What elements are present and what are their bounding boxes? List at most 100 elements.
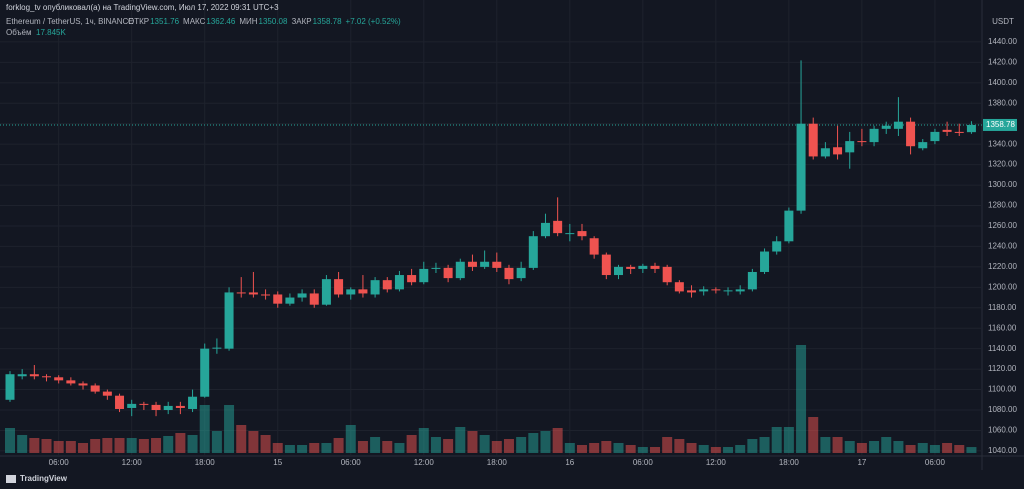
volume-bar bbox=[869, 441, 880, 453]
volume-bar bbox=[297, 445, 308, 453]
candle-body bbox=[857, 141, 867, 143]
candle-body bbox=[17, 374, 27, 377]
candle-body bbox=[443, 267, 453, 279]
candle-body bbox=[553, 220, 563, 234]
volume-bar bbox=[199, 405, 210, 453]
candle-body bbox=[78, 383, 88, 386]
volume-bar bbox=[78, 443, 89, 453]
last-price-label: 1358.78 bbox=[986, 120, 1015, 129]
candle-body bbox=[102, 391, 112, 396]
candle-body bbox=[261, 294, 271, 296]
volume-bar bbox=[90, 439, 101, 453]
volume-bar bbox=[917, 443, 928, 453]
last-price-box bbox=[983, 118, 1017, 131]
volume-bar bbox=[662, 437, 673, 453]
candle-body bbox=[772, 241, 782, 252]
candle-body bbox=[687, 290, 697, 293]
volume-bar bbox=[394, 443, 405, 453]
candle-body bbox=[504, 267, 514, 280]
volume-bar bbox=[321, 443, 332, 453]
candle-body bbox=[492, 261, 502, 268]
volume-bar bbox=[345, 425, 356, 453]
candle-body bbox=[650, 265, 660, 269]
candle-body bbox=[711, 289, 721, 291]
publisher: forklog_tv опубликовал(а) на TradingView… bbox=[6, 3, 279, 12]
y-tick-label: 1300.00 bbox=[988, 180, 1017, 189]
candle-body bbox=[29, 374, 39, 377]
candle-body bbox=[188, 396, 198, 409]
x-tick-label: 06:00 bbox=[49, 458, 70, 467]
volume-bar bbox=[747, 439, 758, 453]
y-tick-label: 1260.00 bbox=[988, 221, 1017, 230]
x-tick-label: 06:00 bbox=[341, 458, 362, 467]
candle-body bbox=[346, 289, 356, 295]
candle-body bbox=[954, 131, 964, 133]
volume-bar bbox=[564, 443, 575, 453]
volume-bar bbox=[503, 439, 514, 453]
candle-body bbox=[906, 121, 916, 147]
candle-body bbox=[516, 267, 526, 279]
y-tick-label: 1340.00 bbox=[988, 139, 1017, 148]
candle-body bbox=[273, 294, 283, 304]
volume-bar bbox=[674, 439, 685, 453]
x-tick-label: 18:00 bbox=[487, 458, 508, 467]
candle-body bbox=[127, 403, 137, 408]
volume-bar bbox=[163, 436, 174, 453]
volume-bar bbox=[333, 438, 344, 453]
volume-bar bbox=[929, 445, 940, 453]
candle-body bbox=[212, 347, 222, 349]
volume-bar bbox=[613, 443, 624, 453]
volume-bar bbox=[540, 431, 551, 453]
candle-body bbox=[918, 142, 928, 149]
candle-body bbox=[297, 293, 307, 298]
candle-body bbox=[845, 141, 855, 153]
volume-bar bbox=[686, 443, 697, 453]
candle-body bbox=[467, 261, 477, 267]
x-tick-label: 06:00 bbox=[925, 458, 946, 467]
volume-bar bbox=[942, 443, 953, 453]
y-tick-label: 1040.00 bbox=[988, 446, 1017, 455]
volume-bar bbox=[881, 437, 892, 453]
volume-bar bbox=[893, 441, 904, 453]
volume-bar bbox=[17, 435, 28, 453]
volume-bar bbox=[954, 445, 965, 453]
volume-bar bbox=[309, 443, 320, 453]
legend-label: ОТКР bbox=[128, 17, 149, 26]
volume-bar bbox=[114, 438, 125, 453]
candle-body bbox=[833, 147, 843, 155]
volume-bar bbox=[625, 445, 636, 453]
volume-bar bbox=[576, 445, 587, 453]
volume-bar bbox=[406, 435, 417, 453]
volume-bar bbox=[284, 445, 295, 453]
volume-bar bbox=[808, 417, 819, 453]
volume-bar bbox=[637, 447, 648, 453]
candle-body bbox=[869, 128, 879, 143]
y-tick-label: 1120.00 bbox=[988, 364, 1017, 373]
candle-body bbox=[565, 233, 575, 235]
candle-body bbox=[90, 385, 100, 392]
candle-body bbox=[528, 236, 538, 268]
volume-bar bbox=[236, 425, 247, 453]
legend-label: МИН bbox=[239, 17, 257, 26]
candle-body bbox=[151, 404, 161, 411]
x-tick-label: 12:00 bbox=[706, 458, 727, 467]
volume-bar bbox=[187, 435, 198, 453]
candle-body bbox=[382, 280, 392, 290]
volume-bar bbox=[844, 441, 855, 453]
volume-value: 17.845K bbox=[36, 28, 66, 37]
volume-bar bbox=[966, 447, 977, 453]
x-tick-label: 12:00 bbox=[414, 458, 435, 467]
candle-body bbox=[200, 348, 210, 397]
x-tick-label: 06:00 bbox=[633, 458, 654, 467]
candle-body bbox=[614, 266, 623, 276]
currency: USDT bbox=[992, 17, 1014, 26]
y-tick-label: 1440.00 bbox=[988, 37, 1017, 46]
volume-bar bbox=[589, 443, 600, 453]
volume-bar bbox=[370, 437, 381, 453]
volume-bar bbox=[467, 431, 478, 453]
footer-bar bbox=[0, 470, 1024, 489]
legend-change: +7.02 (+0.52%) bbox=[346, 17, 401, 26]
volume-bar bbox=[357, 441, 368, 453]
y-tick-label: 1420.00 bbox=[988, 57, 1017, 66]
